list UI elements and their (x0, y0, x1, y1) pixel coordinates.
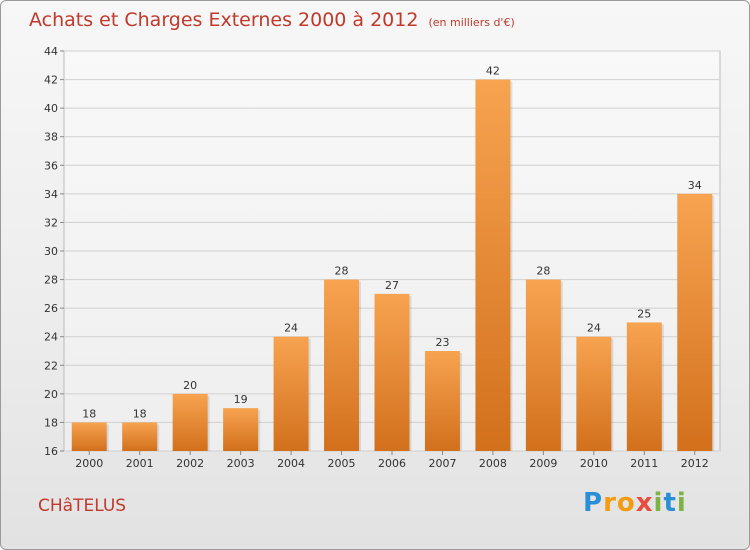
x-tick-label: 2011 (630, 457, 658, 470)
x-tick-label: 2006 (378, 457, 406, 470)
logo-letter: t (663, 488, 677, 518)
x-tick-label: 2004 (277, 457, 305, 470)
x-tick-label: 2010 (580, 457, 608, 470)
bar (677, 193, 713, 451)
chart-subtitle: (en milliers d'€) (428, 16, 515, 29)
chart-title: Achats et Charges Externes 2000 à 2012 (e… (29, 9, 515, 31)
bar (71, 422, 107, 451)
logo-letter: r (603, 488, 617, 518)
y-tick-label: 42 (44, 74, 58, 87)
value-labels: 18 18 20 19 24 28 27 23 42 28 24 25 34 (82, 65, 702, 421)
proxiti-logo: Proxiti (583, 488, 687, 518)
x-tick-label: 2005 (328, 457, 356, 470)
x-tick-label: 2002 (176, 457, 204, 470)
y-tick-label: 44 (44, 45, 58, 58)
bar-value-label: 25 (637, 307, 651, 320)
y-tick-label: 30 (44, 245, 58, 258)
y-tick-label: 24 (44, 331, 58, 344)
y-tick-label: 36 (44, 159, 58, 172)
bar (374, 293, 410, 451)
bar-value-label: 20 (183, 379, 197, 392)
bar (122, 422, 158, 451)
x-tick-label: 2001 (126, 457, 154, 470)
y-tick-label: 40 (44, 102, 58, 115)
bar-value-label: 28 (335, 265, 349, 278)
y-tick-label: 28 (44, 274, 58, 287)
logo-letter: P (583, 488, 604, 518)
bar-value-label: 19 (234, 393, 248, 406)
x-tick-label: 2000 (75, 457, 103, 470)
bars (71, 79, 715, 452)
y-tick-label: 20 (44, 388, 58, 401)
bar-value-label: 24 (587, 322, 601, 335)
bar-value-label: 18 (82, 407, 96, 420)
bar (172, 393, 208, 451)
bar (223, 408, 259, 451)
bar (475, 79, 511, 452)
logo-letter: x (635, 488, 654, 518)
logo-letter: i (653, 488, 664, 518)
bar (525, 279, 561, 451)
city-name: CHâTELUS (38, 496, 127, 516)
bar-value-label: 34 (688, 179, 702, 192)
bar (424, 351, 460, 451)
bar-value-label: 27 (385, 279, 399, 292)
bar-value-label: 24 (284, 322, 298, 335)
y-tick-label: 34 (44, 188, 58, 201)
y-tick-label: 38 (44, 131, 58, 144)
bar-value-label: 18 (133, 407, 147, 420)
y-axis: 16 18 20 22 24 26 28 30 32 34 36 38 40 42 44 (44, 45, 64, 458)
bar (626, 322, 662, 451)
bar (576, 336, 612, 451)
bar (324, 279, 360, 451)
x-tick-label: 2003 (227, 457, 255, 470)
x-tick-label: 2009 (529, 457, 557, 470)
bar-value-label: 28 (536, 265, 550, 278)
logo-letter: o (616, 488, 636, 518)
y-tick-label: 18 (44, 416, 58, 429)
logo-letter: i (676, 488, 687, 518)
x-tick-label: 2008 (479, 457, 507, 470)
bar-value-label: 42 (486, 65, 500, 78)
x-axis: 2000 2001 2002 2003 2004 2005 2006 2007 2008 2009… (75, 451, 709, 470)
y-tick-label: 16 (44, 445, 58, 458)
y-tick-label: 32 (44, 216, 58, 229)
chart-title-text: Achats et Charges Externes 2000 à 2012 (29, 9, 419, 31)
y-tick-label: 26 (44, 302, 58, 315)
bar (273, 336, 309, 451)
x-tick-label: 2012 (681, 457, 709, 470)
y-tick-label: 22 (44, 359, 58, 372)
bar-value-label: 23 (435, 336, 449, 349)
x-tick-label: 2007 (428, 457, 456, 470)
